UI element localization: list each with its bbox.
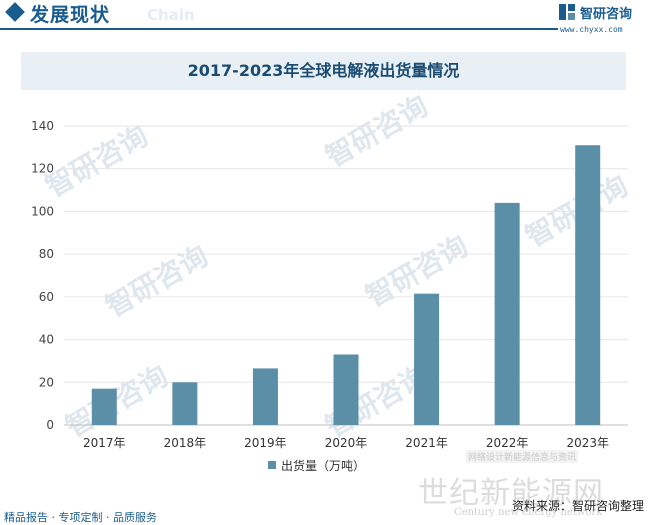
x-tick-label: 2022年: [486, 436, 529, 450]
brand-logo: 智研咨询 www.chyxx.com: [558, 3, 644, 35]
legend-label: 出货量（万吨）: [281, 459, 366, 473]
y-tick-label: 20: [39, 375, 54, 389]
footer-tagline: 精品报告 · 专项定制 · 品质服务: [4, 511, 157, 524]
bar: [414, 293, 440, 425]
y-tick-label: 100: [31, 204, 54, 218]
y-tick-label: 140: [31, 119, 54, 133]
brand-url: www.chyxx.com: [560, 25, 623, 34]
x-tick-label: 2020年: [325, 436, 368, 450]
y-tick-label: 60: [39, 290, 54, 304]
header-watermark-text: Chain: [147, 6, 195, 24]
brand-logo-icon: [559, 4, 575, 20]
bar: [252, 368, 278, 425]
y-tick-label: 80: [39, 247, 54, 261]
chart-title-bar: 2017-2023年全球电解液出货量情况: [21, 52, 626, 90]
page-header: 发展现状 Chain: [0, 0, 648, 34]
bar: [91, 388, 117, 425]
legend-swatch: [268, 461, 276, 469]
y-tick-label: 40: [39, 333, 54, 347]
source-note: 资料来源：智研咨询整理: [511, 499, 644, 513]
x-tick-label: 2021年: [405, 436, 448, 450]
bar-chart: 0 20 40 60 80 100 120 140 2017年 2018年 2019年 2020年 20…: [31, 119, 628, 450]
x-tick-label: 2018年: [164, 436, 207, 450]
site-watermark: 世纪新能源网: [418, 476, 604, 511]
y-tick-label: 120: [31, 162, 54, 176]
x-tick-label: 2023年: [566, 436, 609, 450]
header-diamond-icon: [5, 2, 25, 22]
chart-title: 2017-2023年全球电解液出货量情况: [187, 61, 460, 80]
x-tick-label: 2019年: [244, 436, 287, 450]
bar: [172, 382, 198, 425]
header-title: 发展现状: [30, 4, 111, 26]
y-tick-label: 0: [46, 418, 54, 432]
site-watermark-small: 网络设计新能源信息与资讯: [466, 450, 579, 463]
header-divider: [0, 28, 558, 30]
brand-name: 智研咨询: [580, 7, 633, 22]
bar: [494, 202, 520, 425]
site-watermark-en: Century new energy network: [454, 507, 603, 518]
bar: [333, 354, 359, 425]
bar: [575, 145, 601, 425]
x-tick-label: 2017年: [83, 436, 126, 450]
